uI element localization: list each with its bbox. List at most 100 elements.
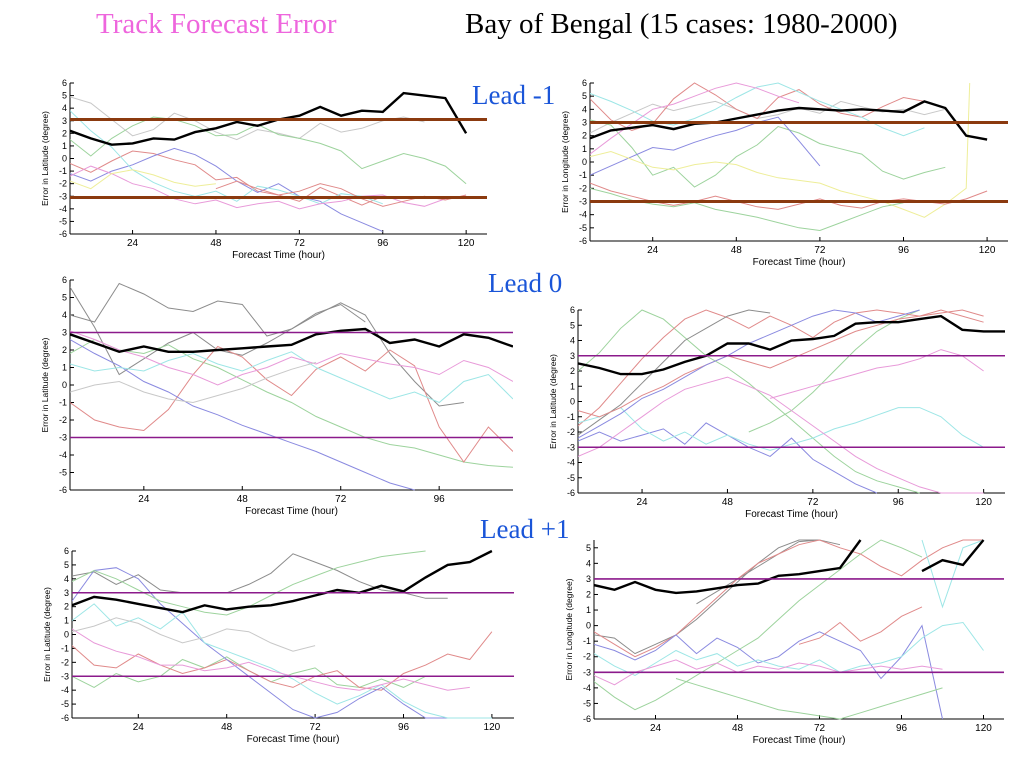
y-tick-label: -4 [579,210,587,220]
x-axis-label: Forecast Time (hour) [745,509,838,520]
y-tick-label: 5 [62,293,67,303]
x-tick-label: 72 [807,497,819,508]
y-axis-label: Error in Latitude (degree) [40,337,50,432]
y-tick-label: -6 [583,714,591,724]
y-tick-label: 4 [64,574,69,584]
y-tick-label: 3 [582,118,587,128]
y-tick-label: -1 [579,170,587,180]
y-tick-label: 1 [62,363,67,373]
case-series-line [72,631,493,691]
case-series-line [70,147,383,232]
case-series-line [594,539,820,655]
y-tick-label: 4 [582,104,587,114]
x-tick-label: 96 [896,723,908,734]
case-series-line [70,165,467,210]
x-tick-label: 24 [636,497,648,508]
case-series-line [70,361,317,404]
y-tick-label: 6 [582,78,587,88]
mean-error-line [594,539,985,595]
y-tick-label: -1 [583,636,591,646]
y-tick-label: 3 [62,116,67,126]
slide-subtitle: Bay of Bengal (15 cases: 1980-2000) [465,8,898,40]
plot-area [594,539,985,720]
y-tick-label: -3 [583,667,591,677]
y-tick-label: 4 [586,558,591,568]
y-tick-label: -6 [567,488,575,498]
case-series-line [578,376,984,494]
x-axis-label: Forecast Time (hour) [245,506,338,517]
x-tick-label: 120 [979,245,996,256]
case-series-line [70,330,513,386]
y-tick-label: -3 [59,191,67,201]
y-tick-label: -1 [567,412,575,422]
y-tick-label: -1 [59,166,67,176]
y-tick-label: -4 [59,450,67,460]
y-tick-label: -1 [59,398,67,408]
lead-label-minus-1: Lead -1 [472,80,556,110]
y-tick-label: 3 [62,328,67,338]
y-tick-label: -4 [583,683,591,693]
x-tick-label: 72 [294,238,306,249]
y-tick-label: 2 [586,589,591,599]
y-tick-label: 2 [62,345,67,355]
y-tick-label: -2 [583,652,591,662]
case-series-line [590,82,971,218]
x-tick-label: 96 [898,245,910,256]
y-tick-label: 0 [64,630,69,640]
slide-title: Track Forecast Error [96,8,337,40]
y-tick-label: 5 [586,543,591,553]
mean-error-line [590,100,988,141]
x-tick-label: 24 [133,722,145,733]
case-series-line [72,553,448,599]
plot-area [72,549,493,719]
y-tick-label: -2 [59,179,67,189]
x-tick-label: 72 [814,723,826,734]
y-axis-label: Error in Longitude (degree) [564,578,574,680]
y-tick-label: -4 [61,685,69,695]
case-series-line [594,659,943,686]
x-tick-label: 72 [310,722,322,733]
y-tick-label: 5 [570,320,575,330]
case-series-line [70,150,383,206]
y-tick-label: -2 [579,183,587,193]
x-tick-label: 24 [650,723,662,734]
plot-area [70,282,513,491]
y-axis-label: Error in Latitude (degree) [42,587,52,682]
case-series-line [590,119,946,188]
y-tick-label: 1 [570,381,575,391]
case-series-line [594,624,943,720]
y-tick-label: 3 [586,574,591,584]
y-tick-label: -6 [61,713,69,723]
x-axis-label: Forecast Time (hour) [232,250,325,261]
y-tick-label: 6 [62,275,67,285]
case-series-line [594,621,984,676]
x-tick-label: 96 [434,494,446,505]
x-tick-label: 48 [210,238,222,249]
y-tick-label: 5 [62,91,67,101]
y-tick-label: 0 [582,157,587,167]
x-tick-label: 120 [458,238,475,249]
lead-label-0: Lead 0 [488,268,563,298]
x-tick-label: 120 [975,723,992,734]
y-tick-label: 3 [570,351,575,361]
y-tick-label: -5 [59,216,67,226]
y-tick-label: -3 [59,433,67,443]
y-tick-label: -5 [583,698,591,708]
mean-error-line [72,549,493,614]
y-tick-label: -2 [567,427,575,437]
lead-label-plus-1: Lead +1 [480,514,570,544]
y-axis-label: Error in Latitude (degree) [40,111,50,206]
y-tick-label: 4 [62,103,67,113]
x-tick-label: 120 [484,722,501,733]
y-tick-label: 2 [582,131,587,141]
y-tick-label: -3 [579,197,587,207]
x-tick-label: 48 [221,722,233,733]
case-series-line [70,116,467,185]
case-series-line [594,539,923,711]
